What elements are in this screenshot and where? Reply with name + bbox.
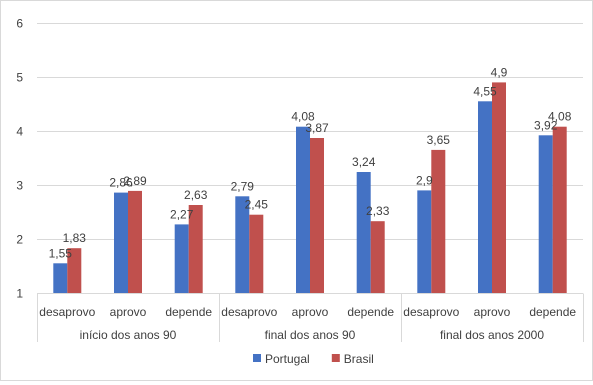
category-label: depende [165, 305, 212, 319]
bar-brasil [552, 126, 567, 293]
legend-swatch-portugal [253, 354, 261, 362]
legend-label-brasil: Brasil [344, 352, 374, 366]
bar-brasil [310, 138, 324, 293]
group-label: final dos anos 90 [265, 328, 356, 342]
y-tick-label: 1 [16, 287, 23, 301]
bar-portugal [296, 126, 310, 293]
category-label: desaprovo [403, 305, 459, 319]
legend[interactable]: Portugal Brasil [253, 352, 374, 366]
bar-brasil [67, 248, 82, 293]
group-label: final dos anos 2000 [440, 328, 544, 342]
data-label-portugal: 4,08 [291, 110, 315, 124]
bar-brasil [492, 82, 506, 294]
data-label-brasil: 1,83 [63, 231, 87, 245]
bar-portugal [417, 190, 432, 293]
bar-portugal [174, 224, 189, 293]
data-label-brasil: 3,65 [427, 133, 451, 147]
y-tick-label: 6 [16, 17, 23, 31]
data-label-brasil: 2,63 [184, 188, 208, 202]
bar-brasil [370, 221, 385, 293]
category-label: depende [347, 305, 394, 319]
y-tick-label: 4 [16, 125, 23, 139]
bar-portugal [356, 172, 371, 293]
data-label-brasil: 2,89 [123, 174, 147, 188]
data-label-brasil: 3,87 [305, 121, 329, 135]
bar-brasil [128, 190, 142, 293]
data-label-portugal: 2,27 [170, 207, 194, 221]
group-label: início dos anos 90 [80, 328, 177, 342]
bar-portugal [53, 263, 68, 293]
data-label-portugal: 1,55 [49, 246, 73, 260]
bar-brasil [431, 149, 446, 293]
legend-swatch-brasil [331, 354, 340, 362]
category-label: depende [529, 305, 576, 319]
data-label-portugal: 3,24 [352, 155, 376, 169]
bar-portugal [114, 192, 128, 293]
axes: 1 2 3 4 5 6 [16, 17, 584, 342]
bar-brasil [249, 214, 264, 293]
category-axis-labels: desaprovo aprovo depende início dos anos 90… [39, 305, 576, 342]
data-label-portugal: 2,86 [109, 176, 133, 190]
category-label: aprovo [110, 305, 147, 319]
bar-brasil [188, 205, 203, 293]
category-label: aprovo [292, 305, 329, 319]
data-label-brasil: 4,08 [548, 110, 572, 124]
y-tick-label: 5 [16, 71, 23, 85]
data-label-brasil: 2,45 [245, 198, 269, 212]
data-label-portugal: 4,55 [473, 84, 497, 98]
category-label: aprovo [474, 305, 511, 319]
bar-portugal [538, 135, 553, 293]
data-labels: 1,551,832,862,892,272,632,792,454,083,87… [49, 65, 572, 260]
data-label-brasil: 2,33 [366, 204, 390, 218]
y-tick-label: 3 [16, 179, 23, 193]
bar-portugal [235, 196, 250, 293]
category-label: desaprovo [221, 305, 277, 319]
category-label: desaprovo [39, 305, 95, 319]
data-label-portugal: 3,92 [534, 118, 558, 132]
data-label-brasil: 4,9 [491, 65, 508, 79]
bar-portugal [478, 101, 492, 293]
data-label-portugal: 2,79 [231, 179, 255, 193]
y-tick-label: 2 [16, 233, 23, 247]
legend-label-portugal: Portugal [265, 352, 310, 366]
bars [53, 82, 567, 294]
data-label-portugal: 2,9 [416, 173, 433, 187]
